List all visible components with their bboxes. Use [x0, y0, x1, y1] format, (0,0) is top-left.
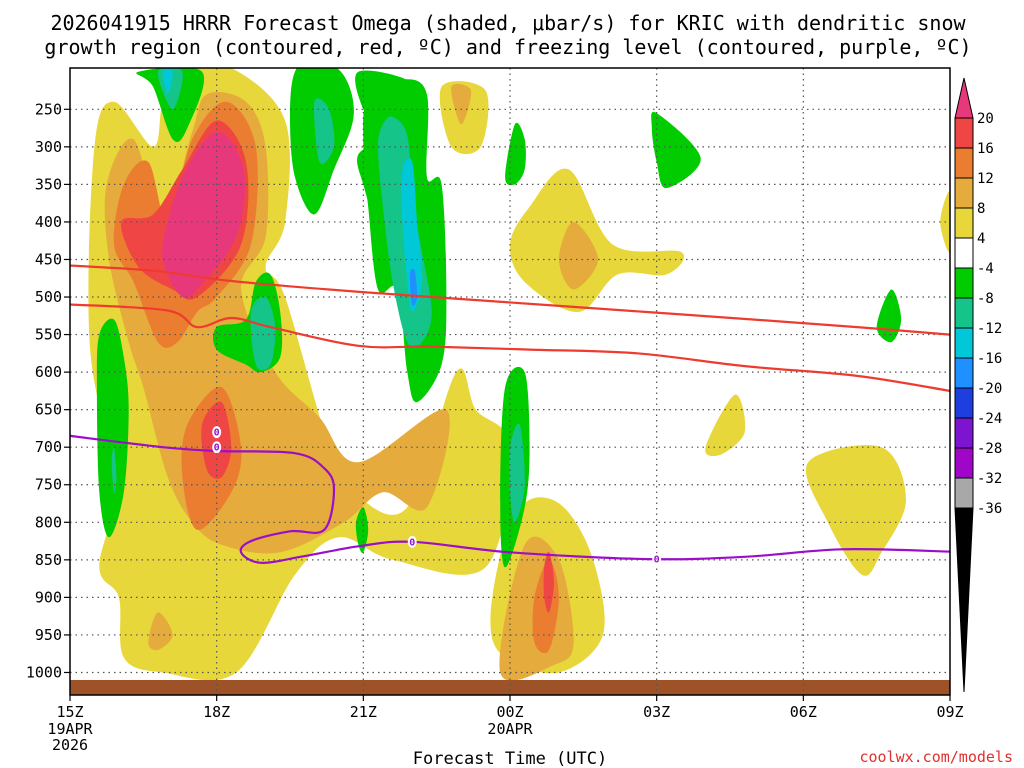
- dgz-contour--18: [70, 303, 950, 392]
- y-tick-label-650: 650: [35, 401, 62, 419]
- omega-region-4-4: [805, 445, 906, 576]
- colorbar-top-arrow: [954, 77, 974, 119]
- colorbar-label--32: -32: [977, 471, 1002, 487]
- colorbar-swatch-12: [954, 447, 974, 479]
- contour-label-0: 0: [214, 428, 220, 439]
- y-tick-label-450: 450: [35, 250, 62, 268]
- colorbar: 20 16 12 8 4 -4 -8 -12 -16 -20 -24 -28 -32 -36: [954, 77, 1002, 693]
- dgz-contour--12: [70, 264, 950, 336]
- colorbar-label--4: -4: [977, 261, 994, 277]
- omega-region-4-3: [509, 168, 685, 313]
- colorbar-label--16: -16: [977, 351, 1002, 367]
- x-date-label-19APR: 19APR: [47, 720, 93, 738]
- omega-region--8-35: [509, 423, 525, 523]
- colorbar-swatch-3: [954, 177, 974, 209]
- y-tick-label-950: 950: [35, 626, 62, 644]
- surface-bar: [70, 679, 950, 695]
- x-tick-label-18Z: 18Z: [203, 703, 230, 721]
- colorbar-label--12: -12: [977, 321, 1002, 337]
- contour-label-bg-1: [212, 441, 222, 454]
- omega-region-20-18: [162, 131, 245, 299]
- omega-region-8-11: [148, 612, 173, 651]
- omega-region--4-28: [651, 111, 701, 189]
- colorbar-label--24: -24: [977, 411, 1002, 427]
- colorbar-label--36: -36: [977, 501, 1002, 517]
- omega-region-16-17: [543, 551, 554, 613]
- omega-region--8-36: [111, 446, 117, 493]
- contour-labels: 0 0 0 0: [212, 426, 662, 566]
- y-tick-label-800: 800: [35, 513, 62, 531]
- x-tick-label-21Z: 21Z: [350, 703, 377, 721]
- omega-shading: [70, 68, 950, 695]
- contour-label-1: 0: [214, 443, 220, 454]
- grid-lines: [70, 68, 950, 695]
- y-tick-label-300: 300: [35, 138, 62, 156]
- colorbar-label-12: 12: [977, 171, 994, 187]
- colorbar-swatch-13: [954, 477, 974, 509]
- colorbar-swatch-6: [954, 267, 974, 299]
- y-tick-label-500: 500: [35, 288, 62, 306]
- y-tick-label-550: 550: [35, 326, 62, 344]
- x-date-label-20APR: 20APR: [487, 720, 533, 738]
- omega-region-8-9: [451, 83, 472, 125]
- omega-region--4-29: [876, 289, 902, 343]
- omega-region--12-37: [162, 68, 173, 95]
- contour-lines: [70, 264, 950, 564]
- chart-title-line1: 2026041915 HRRR Forecast Omega (shaded, …: [50, 11, 966, 35]
- colorbar-swatch-5: [954, 237, 974, 269]
- colorbar-swatch-9: [954, 357, 974, 389]
- colorbar-swatch-7: [954, 297, 974, 329]
- omega-region--8-32: [313, 98, 335, 165]
- omega-region-16-16: [201, 401, 232, 479]
- contour-label-2: 0: [409, 537, 415, 548]
- colorbar-swatch-4: [954, 207, 974, 239]
- y-tick-label-700: 700: [35, 438, 62, 456]
- contour-label-bg-3: [652, 553, 662, 566]
- contour-label-bg-0: [212, 426, 222, 439]
- y-tick-label-400: 400: [35, 213, 62, 231]
- colorbar-label-16: 16: [977, 141, 994, 157]
- y-tick-label-1000: 1000: [26, 663, 62, 681]
- omega-region--12-38: [401, 157, 423, 312]
- colorbar-swatch-10: [954, 387, 974, 419]
- y-tick-label-350: 350: [35, 175, 62, 193]
- x-axis-title: Forecast Time (UTC): [413, 749, 607, 768]
- omega-region--4-30: [355, 507, 369, 553]
- colorbar-swatch-8: [954, 327, 974, 359]
- y-tick-label-600: 600: [35, 363, 62, 381]
- colorbar-label-20: 20: [977, 111, 994, 127]
- freezing-level-contour-0: [70, 434, 950, 564]
- colorbar-label--8: -8: [977, 291, 994, 307]
- x-tick-label-06Z: 06Z: [790, 703, 817, 721]
- contour-label-3: 0: [654, 555, 660, 566]
- y-axis: 250 300 350 400 450 500 550 600 650 700 750 800 850 9…: [26, 100, 70, 681]
- colorbar-swatch-11: [954, 417, 974, 449]
- omega-region-8-10: [558, 221, 598, 290]
- y-tick-label-850: 850: [35, 551, 62, 569]
- colorbar-swatch-1: [954, 117, 974, 149]
- x-date-label-2026: 2026: [52, 736, 88, 754]
- colorbar-label--28: -28: [977, 441, 1002, 457]
- omega-region-4-5: [705, 394, 746, 457]
- colorbar-label-4: 4: [977, 231, 985, 247]
- y-tick-label-750: 750: [35, 476, 62, 494]
- colorbar-label--20: -20: [977, 381, 1002, 397]
- colorbar-bottom-arrow: [954, 507, 974, 693]
- x-tick-label-15Z: 15Z: [56, 703, 83, 721]
- x-tick-label-09Z: 09Z: [936, 703, 963, 721]
- colorbar-label-8: 8: [977, 201, 985, 217]
- y-tick-label-900: 900: [35, 588, 62, 606]
- omega-region--4-25: [96, 318, 129, 538]
- omega-region--4-27: [505, 122, 526, 186]
- x-tick-label-03Z: 03Z: [643, 703, 670, 721]
- credit-text: coolwx.com/models: [859, 748, 1013, 766]
- y-tick-label-250: 250: [35, 100, 62, 118]
- chart-title-line2: growth region (contoured, red, ºC) and f…: [44, 35, 971, 59]
- omega-region--8-34: [250, 296, 276, 371]
- contour-label-bg-2: [407, 535, 417, 548]
- colorbar-swatch-2: [954, 147, 974, 179]
- x-tick-label-00Z: 00Z: [496, 703, 523, 721]
